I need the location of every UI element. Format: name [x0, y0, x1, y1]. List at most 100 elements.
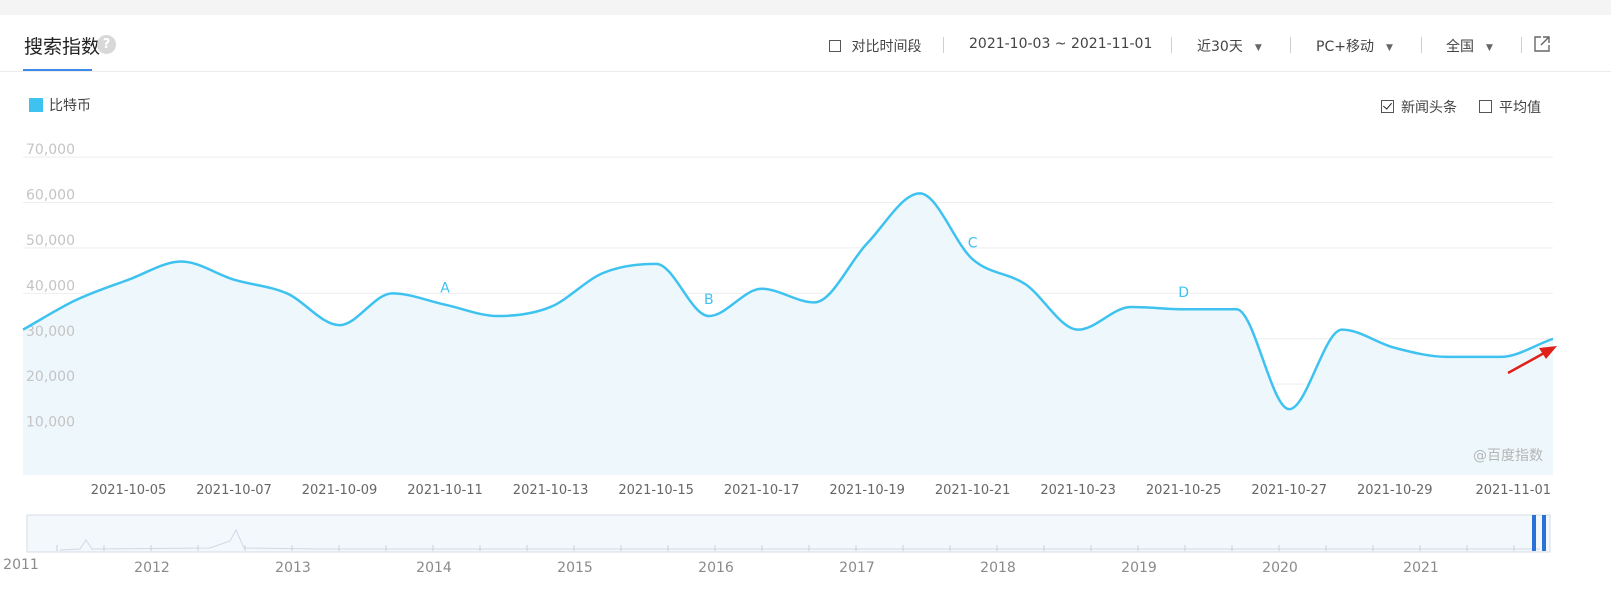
help-icon[interactable]: ?: [97, 35, 116, 54]
navigator-year: 2014: [416, 560, 452, 576]
average-checkbox[interactable]: [1479, 100, 1492, 113]
region-select[interactable]: 全国 ▼: [1446, 36, 1493, 56]
navigator-year: 2017: [839, 560, 875, 576]
export-icon[interactable]: [1533, 35, 1551, 53]
navigator-year-labels: 2011 2012 2013 2014 2015 2016 2017 2018 2019 2020…: [3, 557, 1439, 576]
data-point: [600, 270, 606, 276]
chevron-down-icon: ▼: [1254, 43, 1262, 53]
x-tick-label: 2021-11-01: [1475, 483, 1551, 498]
header-bar: 搜索指数 ? 对比时间段 2021-10-03 ~ 2021-11-01 近30…: [0, 15, 1611, 72]
data-point: [759, 286, 765, 292]
annotation-label[interactable]: B: [704, 292, 714, 308]
legend-label: 比特币: [49, 98, 91, 114]
data-point: [1339, 327, 1345, 333]
series-line[interactable]: [22, 192, 1554, 411]
data-point: [970, 256, 976, 262]
data-point: [337, 322, 343, 328]
chevron-down-icon: ▼: [1486, 43, 1493, 53]
x-tick-label: 2021-10-11: [407, 483, 483, 498]
legend-swatch: [29, 98, 43, 112]
average-label: 平均值: [1499, 100, 1541, 116]
data-point: [389, 290, 395, 296]
data-point: [442, 302, 448, 308]
series-area: [23, 193, 1553, 475]
page-title[interactable]: 搜索指数: [24, 36, 101, 58]
divider: [1521, 37, 1522, 53]
x-tick-label: 2021-10-19: [829, 483, 905, 498]
navigator-year: 2016: [698, 560, 734, 576]
x-tick-label: 2021-10-09: [302, 483, 378, 498]
data-point: [653, 261, 659, 267]
divider: [1171, 37, 1172, 53]
divider: [943, 37, 944, 53]
data-point: [20, 327, 26, 333]
data-point: [178, 259, 184, 265]
news-label: 新闻头条: [1401, 100, 1457, 116]
x-tick-label: 2021-10-29: [1357, 483, 1433, 498]
data-point: [1022, 281, 1028, 287]
watermark: @百度指数: [1473, 448, 1543, 464]
date-range-picker[interactable]: 2021-10-03 ~ 2021-11-01: [969, 36, 1153, 52]
data-point: [1392, 345, 1398, 351]
average-toggle[interactable]: 平均值: [1479, 97, 1541, 117]
x-tick-label: 2021-10-27: [1251, 483, 1327, 498]
data-point: [917, 190, 923, 196]
chart-legend[interactable]: 比特币: [29, 95, 91, 115]
device-select-value: PC+移动: [1316, 39, 1374, 55]
data-point: [811, 299, 817, 305]
news-annotations[interactable]: A B C D: [440, 235, 1189, 308]
navigator-year: 2021: [1403, 560, 1439, 576]
data-point: [1286, 406, 1292, 412]
data-point: [864, 240, 870, 246]
compare-checkbox[interactable]: [829, 40, 841, 52]
y-tick-label: 40,000: [26, 278, 75, 294]
data-point: [1075, 327, 1081, 333]
news-headlines-toggle[interactable]: 新闻头条: [1381, 97, 1457, 117]
annotation-label[interactable]: C: [968, 235, 978, 251]
x-tick-label: 2021-10-05: [91, 483, 167, 498]
range-handle-right[interactable]: [1542, 515, 1546, 551]
range-navigator[interactable]: [26, 514, 1551, 553]
y-tick-label: 20,000: [26, 369, 75, 385]
y-tick-label: 70,000: [26, 142, 75, 158]
data-point: [1128, 304, 1134, 310]
x-tick-label: 2021-10-25: [1146, 483, 1222, 498]
annotation-label[interactable]: A: [440, 281, 450, 297]
device-select[interactable]: PC+移动 ▼: [1316, 36, 1393, 56]
data-point: [495, 313, 501, 319]
x-tick-label: 2021-10-21: [935, 483, 1011, 498]
divider: [1290, 37, 1291, 53]
y-tick-label: 10,000: [26, 415, 75, 431]
active-tab-underline: [23, 69, 92, 71]
navigator-year: 2011: [3, 557, 39, 573]
data-point: [126, 277, 132, 283]
y-tick-label: 50,000: [26, 233, 75, 249]
x-tick-label: 2021-10-13: [513, 483, 589, 498]
y-axis-labels: 10,000 20,000 30,000 40,000 50,000 60,000 70,0…: [26, 142, 75, 431]
red-arrow-annotation: [1507, 346, 1557, 375]
chevron-down-icon: ▼: [1385, 43, 1393, 53]
compare-period-toggle[interactable]: 对比时间段: [829, 36, 921, 56]
period-select-value: 近30天: [1197, 39, 1243, 55]
data-point: [73, 297, 79, 303]
x-axis-labels: 2021-10-05 2021-10-07 2021-10-09 2021-10-11…: [91, 483, 1551, 498]
divider: [1421, 37, 1422, 53]
data-point: [548, 304, 554, 310]
period-select[interactable]: 近30天 ▼: [1197, 36, 1262, 56]
data-point: [284, 290, 290, 296]
range-handle-left[interactable]: [1532, 515, 1536, 551]
x-tick-label: 2021-10-07: [196, 483, 272, 498]
region-select-value: 全国: [1446, 39, 1474, 55]
navigator-year: 2019: [1121, 560, 1157, 576]
data-point: [1181, 306, 1187, 312]
top-strip: [0, 0, 1611, 15]
navigator-year: 2013: [275, 560, 311, 576]
x-tick-label: 2021-10-17: [724, 483, 800, 498]
news-checkbox[interactable]: [1381, 100, 1394, 113]
y-tick-label: 30,000: [26, 324, 75, 340]
y-tick-label: 60,000: [26, 188, 75, 204]
data-point: [231, 277, 237, 283]
annotation-label[interactable]: D: [1178, 285, 1189, 301]
navigator-year: 2018: [980, 560, 1016, 576]
